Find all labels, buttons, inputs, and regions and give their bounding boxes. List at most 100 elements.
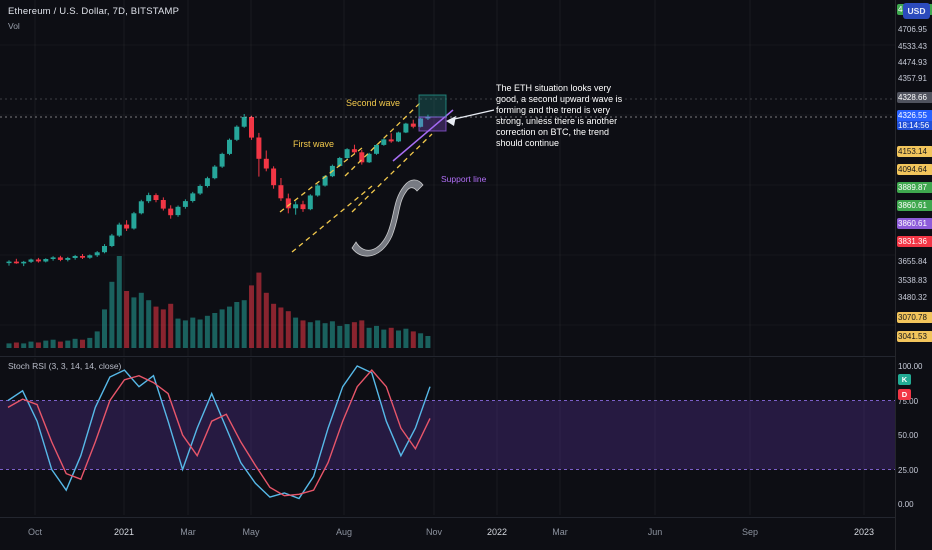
candle-body [102, 246, 107, 253]
candle-body [87, 255, 93, 258]
candle-body [271, 168, 277, 186]
candle-body [28, 259, 34, 262]
pane-separator[interactable] [0, 356, 895, 357]
volume-bar [322, 323, 328, 348]
candle-body [153, 195, 159, 200]
volume-bar [94, 331, 100, 348]
volume-bar [212, 313, 218, 348]
candle-body [168, 208, 174, 216]
candle-body [94, 252, 100, 256]
volume-bar [87, 337, 93, 348]
volume-bar [65, 340, 71, 348]
candle-body [212, 166, 218, 179]
stoch-rsi-title[interactable]: Stoch RSI (3, 3, 14, 14, close) [8, 361, 122, 371]
candle-body [351, 149, 357, 153]
candle-body [21, 261, 27, 264]
stoch-scale-label: 0.00 [898, 500, 914, 509]
volume-bar [285, 311, 291, 348]
volume-bar [57, 341, 63, 348]
candle-body [146, 195, 152, 202]
price-label-yellow: 4094.64 [897, 164, 932, 175]
time-label: Sep [741, 527, 759, 537]
volume-bar [300, 320, 306, 348]
k-value-badge: K [898, 374, 911, 385]
candle-body [80, 256, 85, 258]
stoch-band [0, 400, 895, 470]
candle-body [249, 117, 254, 138]
analysis-note[interactable]: The ETH situation looks very good, a sec… [496, 83, 623, 148]
volume-bar [116, 256, 122, 348]
volume-bar [13, 342, 19, 348]
time-label: Mar [552, 527, 568, 537]
volume-bar [35, 342, 41, 348]
candle-body [256, 137, 262, 159]
candle-body [35, 259, 41, 262]
candle-body [359, 152, 365, 163]
volume-bar [160, 309, 166, 348]
price-label-current: 4326.55 18:14:56 [897, 110, 932, 130]
volume-bar [190, 317, 196, 348]
stoch-scale-label: 100.00 [898, 362, 923, 371]
candle-body [263, 158, 269, 169]
volume-bar [72, 338, 78, 348]
candle-body [403, 123, 409, 133]
volume-bar [410, 331, 416, 348]
time-label: Aug [335, 527, 353, 537]
volume-indicator-label[interactable]: Vol [8, 21, 20, 31]
time-label: Oct [27, 527, 43, 537]
volume-bar [80, 339, 85, 348]
price-label-purple: 3860.61 [897, 218, 932, 229]
price-label-plain: 4357.91 [898, 74, 927, 83]
volume-bar [153, 306, 159, 348]
candle-body [388, 139, 394, 142]
price-label-green: 3889.87 [897, 182, 932, 193]
price-label-yellow: 3070.78 [897, 312, 932, 323]
main-chart[interactable] [0, 0, 895, 357]
stoch-rsi-chart[interactable] [0, 358, 895, 515]
volume-bar [359, 320, 365, 348]
volume-bar [131, 297, 137, 348]
volume-bar [307, 322, 313, 348]
candle-body [13, 261, 19, 264]
volume-bar [6, 343, 12, 348]
volume-bar [175, 318, 181, 348]
candle-body [329, 165, 335, 177]
price-label-yellow: 4153.14 [897, 146, 932, 157]
stoch-scale-label: 50.00 [898, 431, 919, 440]
volume-bar [366, 327, 372, 348]
volume-bar [197, 319, 203, 348]
candle-body [160, 200, 166, 209]
stoch-scale-label: 25.00 [898, 465, 919, 475]
candle-body [138, 201, 144, 214]
symbol-title[interactable]: Ethereum / U.S. Dollar, 7D, BITSTAMP [8, 6, 180, 17]
candle-body [344, 149, 350, 158]
volume-bar [43, 340, 49, 348]
candle-body [278, 185, 284, 199]
candle-body [307, 195, 313, 210]
time-label: May [242, 527, 260, 537]
volume-bar [381, 329, 387, 348]
candle-body [219, 153, 225, 167]
candle-body [124, 224, 130, 229]
time-label: Nov [425, 527, 443, 537]
volume-bar [124, 291, 130, 348]
volume-bar [241, 300, 247, 348]
price-label-plain: 4474.93 [898, 58, 927, 67]
candle-body [204, 178, 210, 186]
volume-bar [418, 333, 424, 348]
time-label: 2021 [113, 527, 135, 537]
currency-usd-button[interactable]: USD [903, 3, 930, 19]
candle-body [175, 206, 181, 216]
candle-body [241, 117, 247, 127]
time-axis[interactable]: Oct 2021 Mar May Aug Nov 2022 Mar Jun Sep 2023 [0, 517, 895, 550]
volume-bar [28, 341, 34, 348]
candle-body [116, 224, 122, 236]
time-label: 2022 [486, 527, 508, 537]
volume-bar [344, 324, 350, 348]
price-label-green: 3860.61 [897, 200, 932, 211]
candle-body [227, 139, 232, 154]
price-scale[interactable]: USD 4855.924706.954533.434474.934357.914… [895, 0, 932, 550]
candle-body [131, 213, 137, 229]
volume-bar [315, 320, 321, 348]
volume-bar [109, 281, 115, 348]
